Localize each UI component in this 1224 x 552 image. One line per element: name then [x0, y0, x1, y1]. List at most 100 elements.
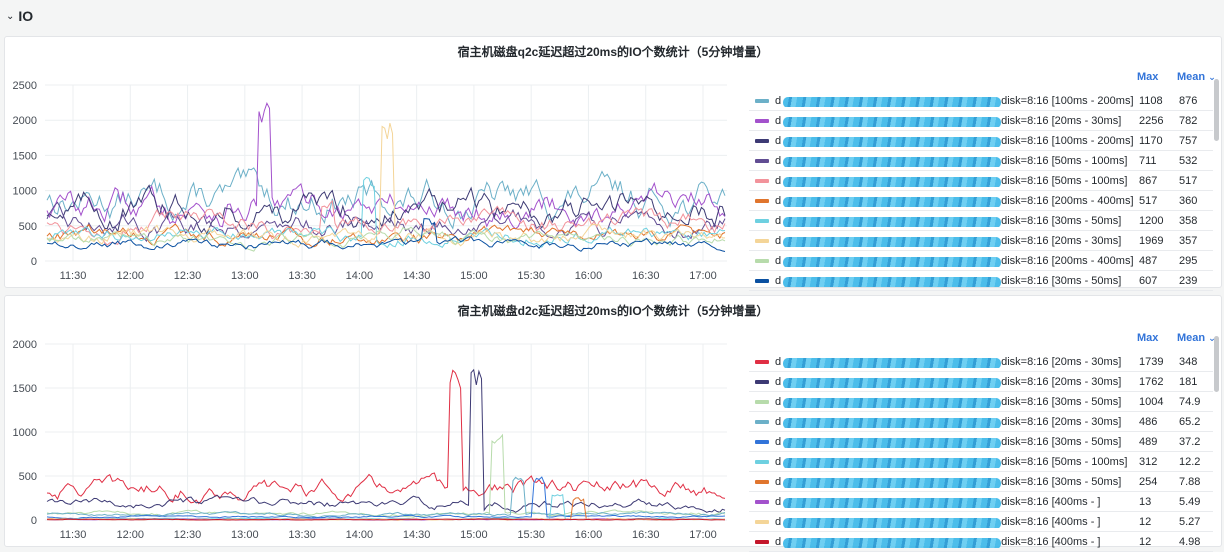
y-tick-label: 1000: [13, 427, 37, 439]
redacted-scribble: [783, 256, 1001, 267]
legend-item[interactable]: d disk=8:16 [30ms - 50ms] 489 37.2: [749, 432, 1213, 452]
legend-item[interactable]: d disk=8:16 [20ms - 30ms] 1969 357: [749, 231, 1213, 251]
y-tick-label: 2000: [13, 339, 37, 351]
redacted-scribble: [783, 196, 1001, 207]
legend-item[interactable]: d disk=8:16 [50ms - 100ms] 867 517: [749, 171, 1213, 191]
series-line[interactable]: [46, 201, 726, 243]
redacted-scribble: [783, 517, 1001, 528]
redacted-scribble: [783, 397, 1001, 408]
series-name: d: [775, 435, 782, 448]
legend-item[interactable]: d disk=8:16 [20ms - 30ms] 1762 181: [749, 372, 1213, 392]
series-suffix: disk=8:16 [30ms - 50ms]: [1001, 475, 1122, 488]
series-line[interactable]: [46, 176, 726, 249]
row-header-io[interactable]: ⌄ IO: [0, 0, 1224, 32]
legend-item[interactable]: d disk=8:16 [50ms - 100ms] 312 12.2: [749, 452, 1213, 472]
legend: Max Mean ⌄ d disk=8:16 [20ms - 30ms] 1739 3…: [749, 332, 1219, 552]
legend-swatch: [755, 118, 769, 123]
legend-mean-value: 295: [1179, 254, 1198, 267]
redacted-scribble: [783, 276, 1001, 287]
series-suffix: disk=8:16 [20ms - 30ms]: [1001, 355, 1122, 368]
row-title: IO: [18, 8, 34, 24]
legend-header-mean[interactable]: Mean ⌄: [1177, 71, 1216, 87]
legend-header-max[interactable]: Max: [1137, 332, 1159, 344]
panel-title[interactable]: 宿主机磁盘d2c延迟超过20ms的IO个数统计（5分钟增量）: [457, 304, 769, 318]
legend-swatch: [755, 379, 769, 384]
redacted-scribble: [783, 96, 1001, 107]
legend-series-name: d disk=8:16 [20ms - 30ms]: [775, 376, 1147, 388]
legend-item[interactable]: d disk=8:16 [20ms - 30ms] 1739 348: [749, 352, 1213, 372]
redacted-scribble: [783, 457, 1001, 468]
legend-max-value: 1969: [1139, 234, 1164, 247]
series-line[interactable]: [46, 368, 726, 513]
series-line[interactable]: [46, 102, 726, 230]
redacted-scribble: [783, 136, 1001, 147]
x-tick-label: 13:00: [231, 529, 259, 541]
series-line[interactable]: [46, 218, 726, 252]
y-tick-label: 0: [31, 256, 37, 268]
legend-max-value: 1108: [1139, 94, 1163, 107]
series-suffix: disk=8:16 [400ms - ]: [1001, 495, 1101, 508]
x-tick-label: 13:30: [288, 529, 316, 541]
legend-series-name: d disk=8:16 [400ms - ]: [775, 536, 1147, 548]
legend-mean-value: 5.27: [1179, 515, 1201, 528]
x-tick-label: 14:30: [403, 529, 431, 541]
legend-item[interactable]: d disk=8:16 [200ms - 400ms] 517 360: [749, 191, 1213, 211]
series-line[interactable]: [46, 369, 726, 505]
x-tick-label: 12:30: [174, 270, 202, 282]
x-tick-label: 16:30: [632, 529, 660, 541]
series-name: d: [775, 355, 782, 368]
series-name: d: [775, 214, 782, 227]
legend-mean-value: 532: [1179, 154, 1198, 167]
x-tick-label: 11:30: [60, 529, 87, 541]
series-name: d: [775, 475, 782, 488]
legend-item[interactable]: d disk=8:16 [30ms - 50ms] 254 7.88: [749, 472, 1213, 492]
series-name: d: [775, 254, 782, 267]
legend-series-name: d disk=8:16 [200ms - 400ms]: [775, 255, 1147, 267]
legend-item[interactable]: d disk=8:16 [400ms - ] 13 5.49: [749, 492, 1213, 512]
redacted-scribble: [783, 477, 1001, 488]
legend-header-max[interactable]: Max: [1137, 71, 1159, 83]
redacted-scribble: [783, 497, 1001, 508]
legend-series-name: d disk=8:16 [30ms - 50ms]: [775, 396, 1147, 408]
legend-item[interactable]: d disk=8:16 [50ms - 100ms] 711 532: [749, 151, 1213, 171]
panel-title[interactable]: 宿主机磁盘q2c延迟超过20ms的IO个数统计（5分钟增量）: [457, 45, 769, 59]
series-line[interactable]: [46, 184, 726, 235]
legend-item[interactable]: d disk=8:16 [400ms - ] 12 5.27: [749, 512, 1213, 532]
legend-mean-value: 517: [1179, 174, 1198, 187]
series-name: d: [775, 495, 782, 508]
legend-item[interactable]: d disk=8:16 [400ms - ] 12 4.98: [749, 532, 1213, 552]
series-line[interactable]: [46, 226, 726, 252]
legend-item[interactable]: d disk=8:16 [200ms - 400ms] 487 295: [749, 251, 1213, 271]
legend-series-name: d disk=8:16 [50ms - 100ms]: [775, 175, 1147, 187]
panel-d2c: 宿主机磁盘d2c延迟超过20ms的IO个数统计（5分钟增量） 0 500 1000 1…: [4, 295, 1222, 552]
redacted-scribble: [783, 156, 1001, 167]
x-tick-label: 15:00: [460, 529, 488, 541]
legend-swatch: [755, 138, 769, 143]
legend-item[interactable]: d disk=8:16 [20ms - 30ms] 486 65.2: [749, 412, 1213, 432]
legend-item[interactable]: d disk=8:16 [30ms - 50ms] 607 239: [749, 271, 1213, 291]
legend-swatch: [755, 218, 769, 223]
legend-header-mean[interactable]: Mean ⌄: [1177, 332, 1216, 348]
legend-scrollbar[interactable]: [1214, 336, 1219, 392]
legend-item[interactable]: d disk=8:16 [20ms - 30ms] 2256 782: [749, 111, 1213, 131]
legend-swatch: [755, 419, 769, 424]
series-suffix: disk=8:16 [50ms - 100ms]: [1001, 174, 1128, 187]
series-line[interactable]: [46, 476, 726, 520]
legend-item[interactable]: d disk=8:16 [30ms - 50ms] 1004 74.9: [749, 392, 1213, 412]
series-line[interactable]: [46, 122, 726, 249]
x-tick-label: 16:30: [632, 270, 660, 282]
legend-max-value: 13: [1139, 495, 1152, 508]
legend-max-value: 489: [1139, 435, 1158, 448]
series-name: d: [775, 234, 782, 247]
legend-item[interactable]: d disk=8:16 [100ms - 200ms] 1108 876: [749, 91, 1213, 111]
legend-item[interactable]: d disk=8:16 [100ms - 200ms] 1170 757: [749, 131, 1213, 151]
legend-scrollbar[interactable]: [1214, 79, 1219, 141]
series-line[interactable]: [46, 166, 726, 230]
series-line[interactable]: [46, 199, 726, 246]
series-line[interactable]: [46, 518, 726, 521]
series-line[interactable]: [46, 476, 726, 519]
legend-item[interactable]: d disk=8:16 [30ms - 50ms] 1200 358: [749, 211, 1213, 231]
legend-series-name: d disk=8:16 [100ms - 200ms]: [775, 95, 1147, 107]
series-suffix: disk=8:16 [30ms - 50ms]: [1001, 435, 1122, 448]
chevron-down-icon[interactable]: ⌄: [6, 10, 15, 22]
